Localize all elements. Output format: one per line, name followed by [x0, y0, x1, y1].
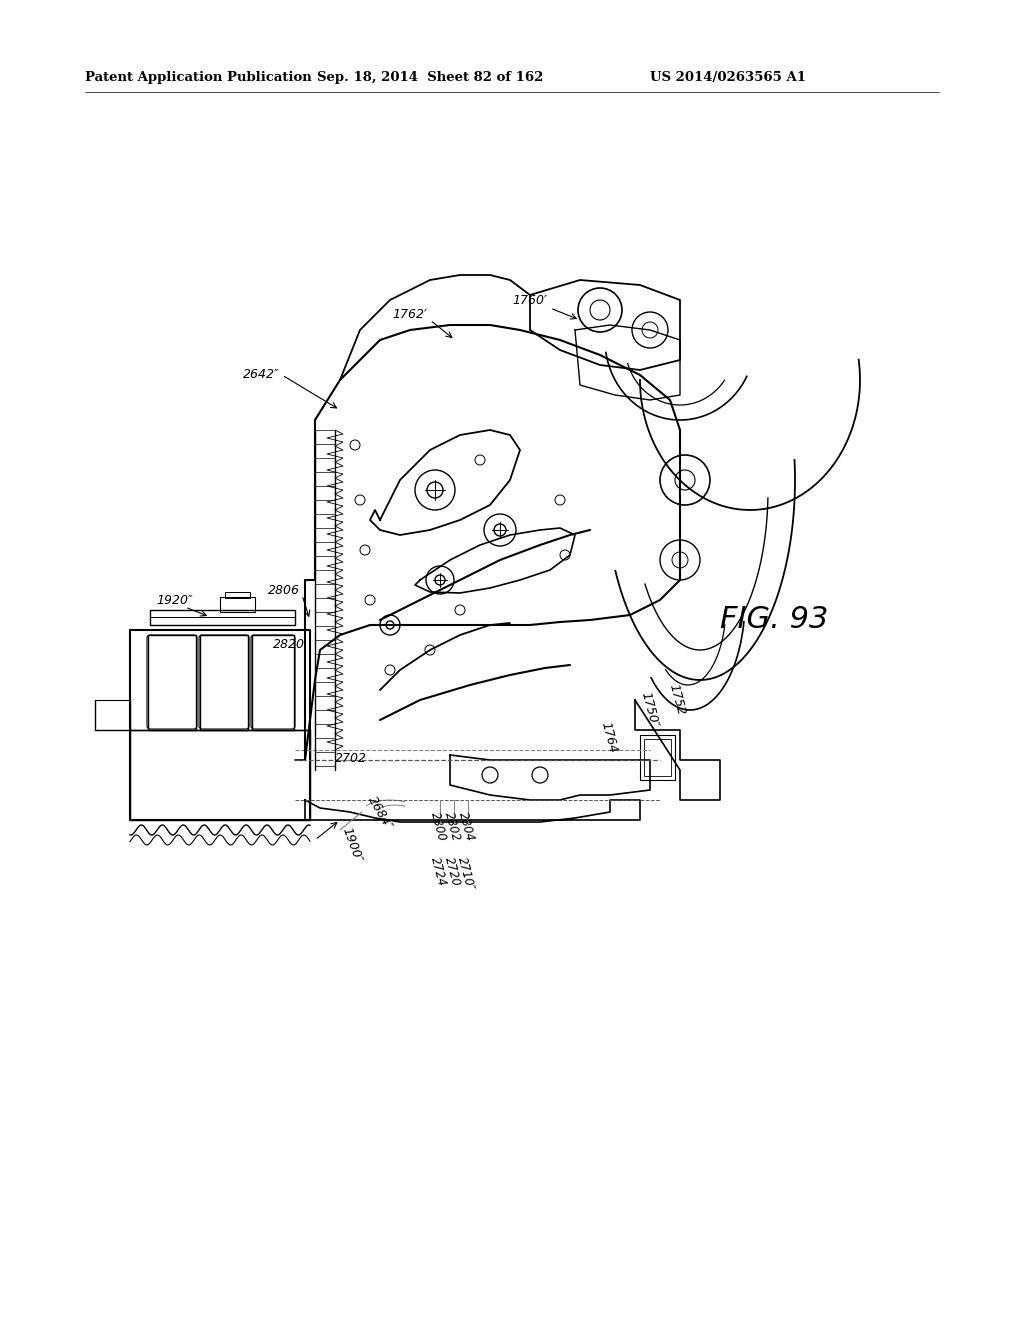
Text: Sep. 18, 2014  Sheet 82 of 162: Sep. 18, 2014 Sheet 82 of 162	[316, 71, 543, 84]
Text: 2702: 2702	[335, 751, 367, 764]
Bar	[148, 635, 196, 730]
Text: US 2014/0263565 A1: US 2014/0263565 A1	[650, 71, 806, 84]
Text: 1760′: 1760′	[513, 293, 548, 306]
Text: 2710″: 2710″	[456, 855, 477, 891]
Text: 1762′: 1762′	[392, 309, 427, 322]
Bar	[220, 597, 255, 612]
Text: 2806: 2806	[268, 583, 300, 597]
Text: FIG. 93: FIG. 93	[720, 606, 828, 635]
Bar	[252, 635, 294, 730]
Text: 2820: 2820	[273, 639, 305, 652]
Text: 2684″: 2684″	[365, 793, 394, 832]
Text: 2804: 2804	[456, 810, 476, 842]
Text: 2642″: 2642″	[244, 368, 280, 381]
Bar	[644, 739, 671, 776]
Text: 1752: 1752	[666, 682, 687, 717]
Text: 1920″: 1920″	[157, 594, 194, 606]
Bar	[640, 735, 675, 780]
Text: 1750″: 1750″	[638, 690, 660, 730]
Bar	[200, 635, 248, 730]
Bar	[225, 591, 250, 598]
Text: 1764: 1764	[598, 721, 618, 755]
Text: 1900″: 1900″	[340, 825, 365, 865]
Text: 2802: 2802	[441, 810, 462, 842]
Text: 2720: 2720	[441, 855, 462, 887]
Text: 2724: 2724	[428, 855, 449, 887]
Text: Patent Application Publication: Patent Application Publication	[85, 71, 311, 84]
Text: 2800: 2800	[428, 810, 449, 842]
